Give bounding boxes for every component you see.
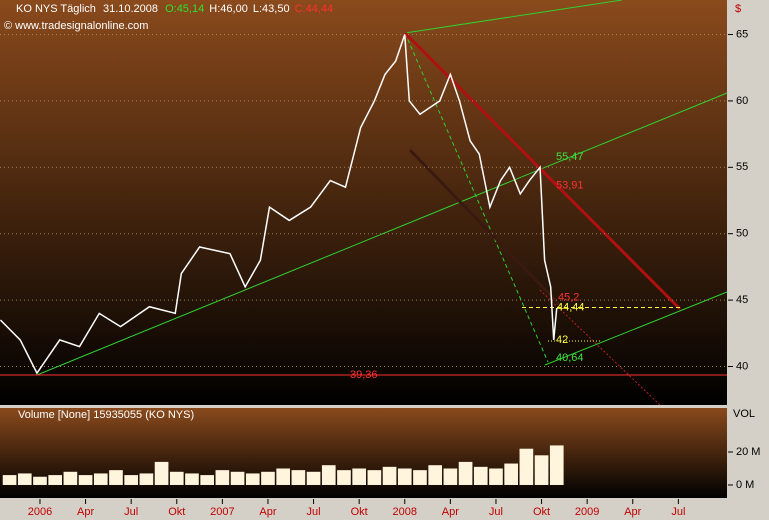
x-tick-label: 2006 (28, 506, 52, 518)
y-tick-label: 60 (736, 95, 748, 107)
volume-bar (200, 475, 215, 485)
volume-bar (489, 468, 503, 485)
volume-bar (154, 461, 169, 485)
x-tick-label: Jul (671, 506, 685, 518)
copyright: © www.tradesignalonline.com (4, 20, 148, 32)
volume-bar (504, 463, 519, 485)
y-tick-label: 40 (736, 360, 748, 372)
volume-bar (291, 470, 306, 485)
level-label: 55,47 (556, 151, 584, 163)
x-tick-label: 2009 (575, 506, 599, 518)
x-tick-label: 2007 (210, 506, 234, 518)
volume-bar (367, 470, 382, 485)
date: 31.10.2008 (103, 3, 158, 15)
volume-bar (33, 476, 47, 485)
x-tick-label: Apr (624, 506, 641, 518)
x-tick-label: Jul (307, 506, 321, 518)
volume-bar (519, 448, 534, 485)
header-text: KO NYS Täglich 31.10.2008 O:45,14 H:46,0… (16, 3, 333, 15)
volume-bar (306, 471, 321, 485)
volume-bar (78, 475, 93, 485)
volume-bar (549, 445, 564, 485)
open: O:45,14 (165, 3, 204, 15)
volume-bar (261, 471, 275, 485)
volume-bar (276, 468, 291, 485)
level-label: 53,91 (556, 180, 584, 192)
volume-bar (215, 470, 230, 485)
volume-bar (352, 468, 367, 485)
y-tick-label: 45 (736, 294, 748, 306)
y-tick-label: 65 (736, 28, 748, 40)
volume-bar (139, 473, 154, 485)
volume-bar (109, 470, 123, 485)
high: H:46,00 (209, 3, 248, 15)
x-tick-label: Apr (442, 506, 459, 518)
volume-bar (382, 466, 397, 485)
y-tick-label: 50 (736, 228, 748, 240)
volume-bar (169, 471, 184, 485)
y-tick-label: 20 M (736, 446, 760, 458)
level-label: 40,64 (556, 352, 584, 364)
level-label: 45,2 (558, 291, 579, 303)
y-tick-label: 0 M (736, 479, 754, 491)
x-tick-label: Okt (533, 506, 550, 518)
price-line (0, 34, 558, 375)
x-tick-label: Jul (489, 506, 503, 518)
volume-bar (428, 465, 443, 485)
level-label: 39,36 (350, 369, 378, 381)
level-label: 42 (556, 334, 568, 346)
volume-bar (473, 466, 488, 485)
header: KO NYS Täglich 31.10.2008 O:45,14 H:46,0… (4, 3, 333, 32)
volume-bar (185, 473, 199, 485)
volume-bar (93, 473, 108, 485)
volume-bar (337, 470, 351, 485)
x-tick-label: Apr (259, 506, 276, 518)
y-axis-label: $ (735, 3, 741, 15)
low: L:43,50 (253, 3, 290, 15)
volume-bar (321, 465, 336, 485)
volume-bar (124, 475, 139, 485)
volume-bar (2, 475, 17, 485)
x-tick-label: 2008 (393, 506, 417, 518)
price-panel (0, 0, 727, 405)
volume-bar (230, 471, 245, 485)
volume-bar (413, 470, 427, 485)
close: C:44,44 (295, 3, 334, 15)
volume-bar (443, 468, 458, 485)
volume-bar (534, 455, 549, 485)
y-axis-label: VOL (733, 408, 755, 420)
volume-bar (245, 473, 260, 485)
volume-bar (48, 475, 63, 485)
volume-bar (397, 468, 412, 485)
trend-lines (36, 0, 728, 406)
y-tick-label: 55 (736, 161, 748, 173)
level-label: 44,44 (557, 301, 585, 313)
volume-bar (17, 473, 32, 485)
x-tick-label: Okt (168, 506, 185, 518)
x-tick-label: Okt (351, 506, 368, 518)
volume-bar (63, 471, 78, 485)
volume-bar (458, 461, 473, 485)
x-tick-label: Apr (77, 506, 94, 518)
volume-title: Volume [None] 15935055 (KO NYS) (18, 409, 194, 421)
x-tick-label: Jul (124, 506, 138, 518)
symbol: KO NYS Täglich (16, 3, 96, 15)
